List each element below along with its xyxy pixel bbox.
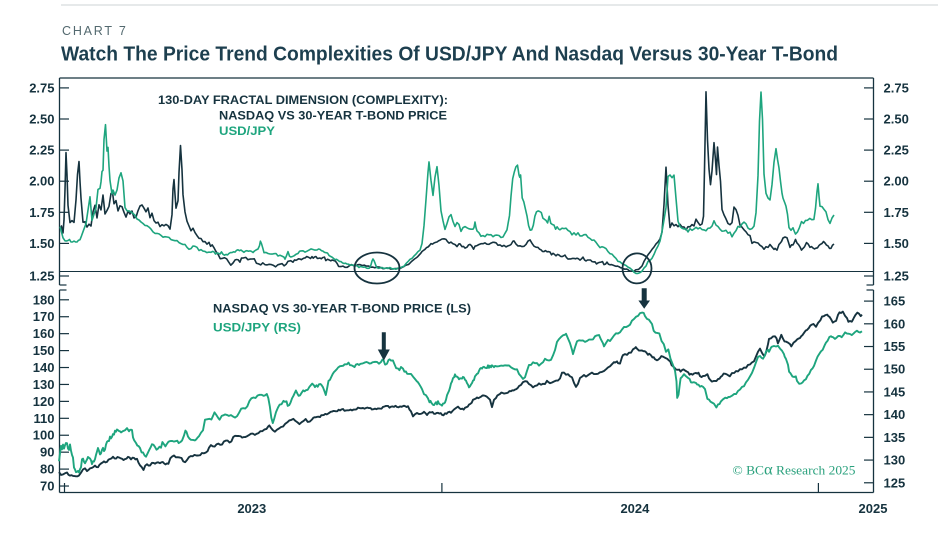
svg-text:1.50: 1.50 (884, 236, 909, 251)
svg-text:2.75: 2.75 (29, 80, 54, 95)
svg-text:2.25: 2.25 (884, 143, 909, 158)
svg-text:80: 80 (40, 462, 54, 477)
svg-text:155: 155 (884, 339, 906, 354)
svg-text:1.50: 1.50 (29, 236, 54, 251)
svg-text:2.75: 2.75 (884, 80, 909, 95)
svg-text:USD/JPY (RS): USD/JPY (RS) (213, 321, 301, 335)
svg-text:145: 145 (884, 384, 906, 399)
svg-text:Watch The Price Trend Complexi: Watch The Price Trend Complexities Of US… (61, 44, 838, 66)
svg-text:135: 135 (884, 430, 906, 445)
svg-text:2.50: 2.50 (29, 112, 54, 127)
svg-text:100: 100 (33, 428, 55, 443)
svg-text:130: 130 (33, 377, 55, 392)
svg-text:150: 150 (884, 362, 906, 377)
svg-text:120: 120 (33, 394, 55, 409)
svg-text:160: 160 (884, 316, 906, 331)
svg-text:2.50: 2.50 (884, 112, 909, 127)
svg-text:130-DAY FRACTAL DIMENSION (COM: 130-DAY FRACTAL DIMENSION (COMPLEXITY): (158, 95, 448, 107)
svg-text:1.75: 1.75 (884, 205, 909, 220)
svg-text:90: 90 (40, 445, 54, 460)
svg-text:© BCα Research 2025: © BCα Research 2025 (733, 462, 856, 479)
svg-text:NASDAQ VS 30-YEAR T-BOND PRICE: NASDAQ VS 30-YEAR T-BOND PRICE (LS) (213, 302, 471, 316)
svg-text:180: 180 (33, 292, 55, 307)
svg-text:130: 130 (884, 453, 906, 468)
svg-text:170: 170 (33, 309, 55, 324)
svg-text:1.25: 1.25 (29, 269, 54, 284)
svg-text:110: 110 (34, 411, 55, 426)
svg-text:125: 125 (884, 475, 906, 490)
svg-text:NASDAQ VS 30-YEAR T-BOND PRICE: NASDAQ VS 30-YEAR T-BOND PRICE (219, 109, 447, 123)
svg-text:1.75: 1.75 (29, 205, 54, 220)
svg-text:160: 160 (33, 326, 55, 341)
svg-text:2.25: 2.25 (29, 143, 54, 158)
svg-text:140: 140 (33, 360, 55, 375)
svg-text:1.25: 1.25 (884, 269, 909, 284)
svg-text:165: 165 (884, 294, 906, 309)
svg-text:USD/JPY: USD/JPY (219, 124, 275, 138)
svg-text:2024: 2024 (620, 501, 650, 516)
svg-text:2.00: 2.00 (29, 174, 54, 189)
svg-text:140: 140 (884, 407, 906, 422)
svg-text:70: 70 (40, 479, 54, 494)
svg-text:2023: 2023 (237, 501, 266, 516)
svg-text:CHART 7: CHART 7 (62, 24, 128, 38)
svg-text:150: 150 (33, 343, 55, 358)
svg-text:2.00: 2.00 (884, 174, 909, 189)
svg-text:2025: 2025 (859, 501, 888, 516)
